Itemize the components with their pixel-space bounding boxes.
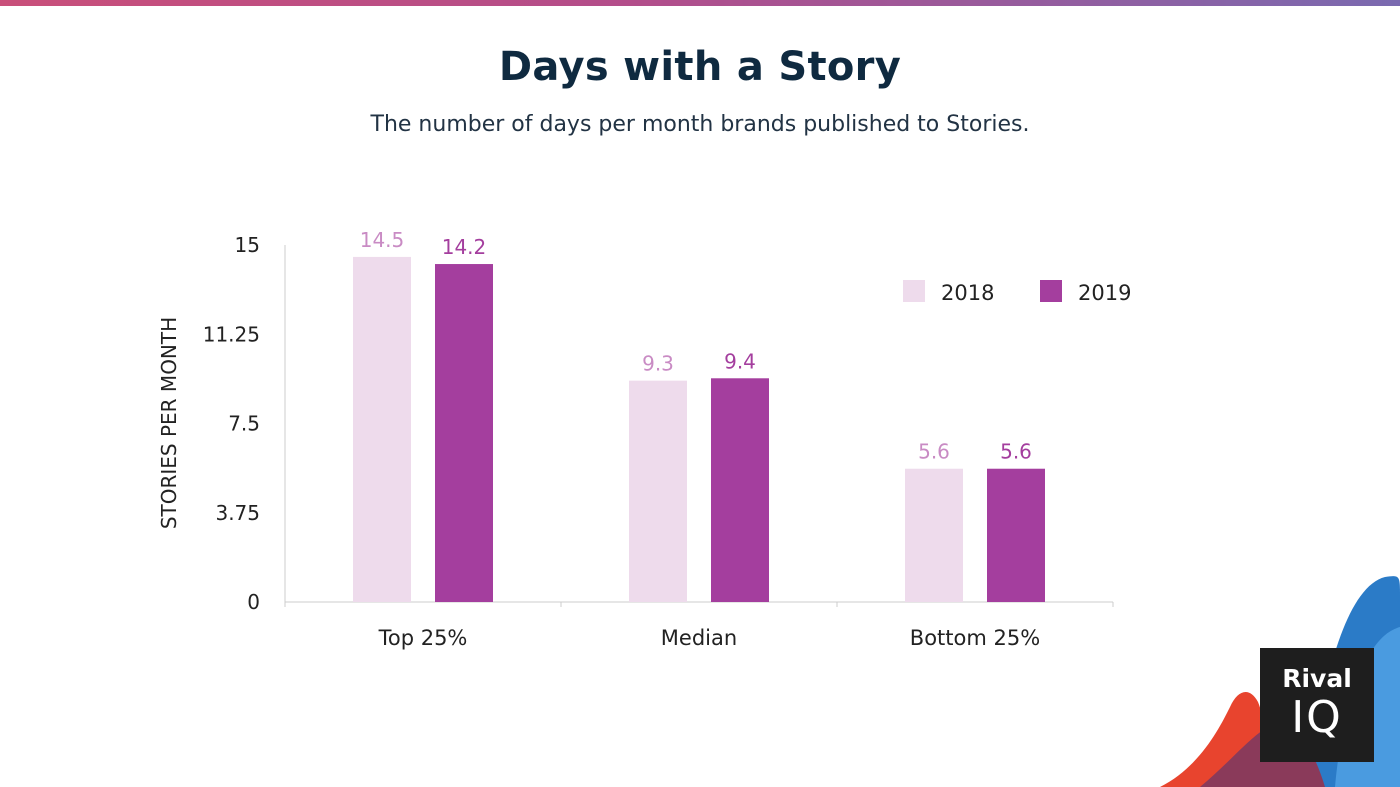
x-axis: Top 25% Median Bottom 25% — [284, 601, 1114, 650]
chart-subtitle: The number of days per month brands publ… — [370, 112, 1030, 137]
chart-legend: 2018 2019 — [903, 280, 1131, 305]
bar-2018-0 — [353, 256, 411, 602]
x-tick-label: Median — [661, 626, 737, 650]
x-tick-label: Bottom 25% — [910, 626, 1040, 650]
data-label-2019: 5.6 — [1000, 440, 1032, 464]
bar-2019-2 — [987, 468, 1045, 602]
y-axis: 0 3.75 7.5 11.25 15 STORIES PER MONTH — [157, 233, 286, 614]
legend-label: 2018 — [941, 281, 994, 305]
bar-2018-1 — [629, 380, 687, 602]
top-gradient-bar — [0, 0, 1400, 6]
bar-2019-1 — [711, 378, 769, 602]
y-tick-label: 3.75 — [215, 501, 260, 525]
legend-swatch-2019 — [1040, 280, 1062, 302]
data-label-2018: 5.6 — [918, 440, 950, 464]
bar-2018-2 — [905, 468, 963, 602]
legend-swatch-2018 — [903, 280, 925, 302]
x-tick-label: Top 25% — [378, 626, 468, 650]
chart-title: Days with a Story — [498, 44, 902, 90]
y-tick-label: 0 — [247, 590, 260, 614]
data-label-2018: 9.3 — [642, 352, 674, 376]
logo-text-rival: Rival — [1282, 664, 1352, 693]
y-tick-label: 15 — [235, 233, 260, 257]
bar-series: 14.5 14.2 9.3 9.4 5.6 5.6 — [353, 228, 1045, 602]
y-axis-title: STORIES PER MONTH — [157, 317, 181, 529]
y-tick-label: 11.25 — [203, 322, 260, 346]
data-label-2019: 14.2 — [442, 235, 487, 259]
logo-text-iq: IQ — [1291, 692, 1343, 743]
data-label-2019: 9.4 — [724, 349, 756, 373]
data-label-2018: 14.5 — [360, 228, 405, 252]
y-tick-label: 7.5 — [228, 412, 260, 436]
legend-label: 2019 — [1078, 281, 1131, 305]
bar-2019-0 — [435, 264, 493, 602]
rival-iq-logo: Rival IQ — [1260, 648, 1374, 762]
